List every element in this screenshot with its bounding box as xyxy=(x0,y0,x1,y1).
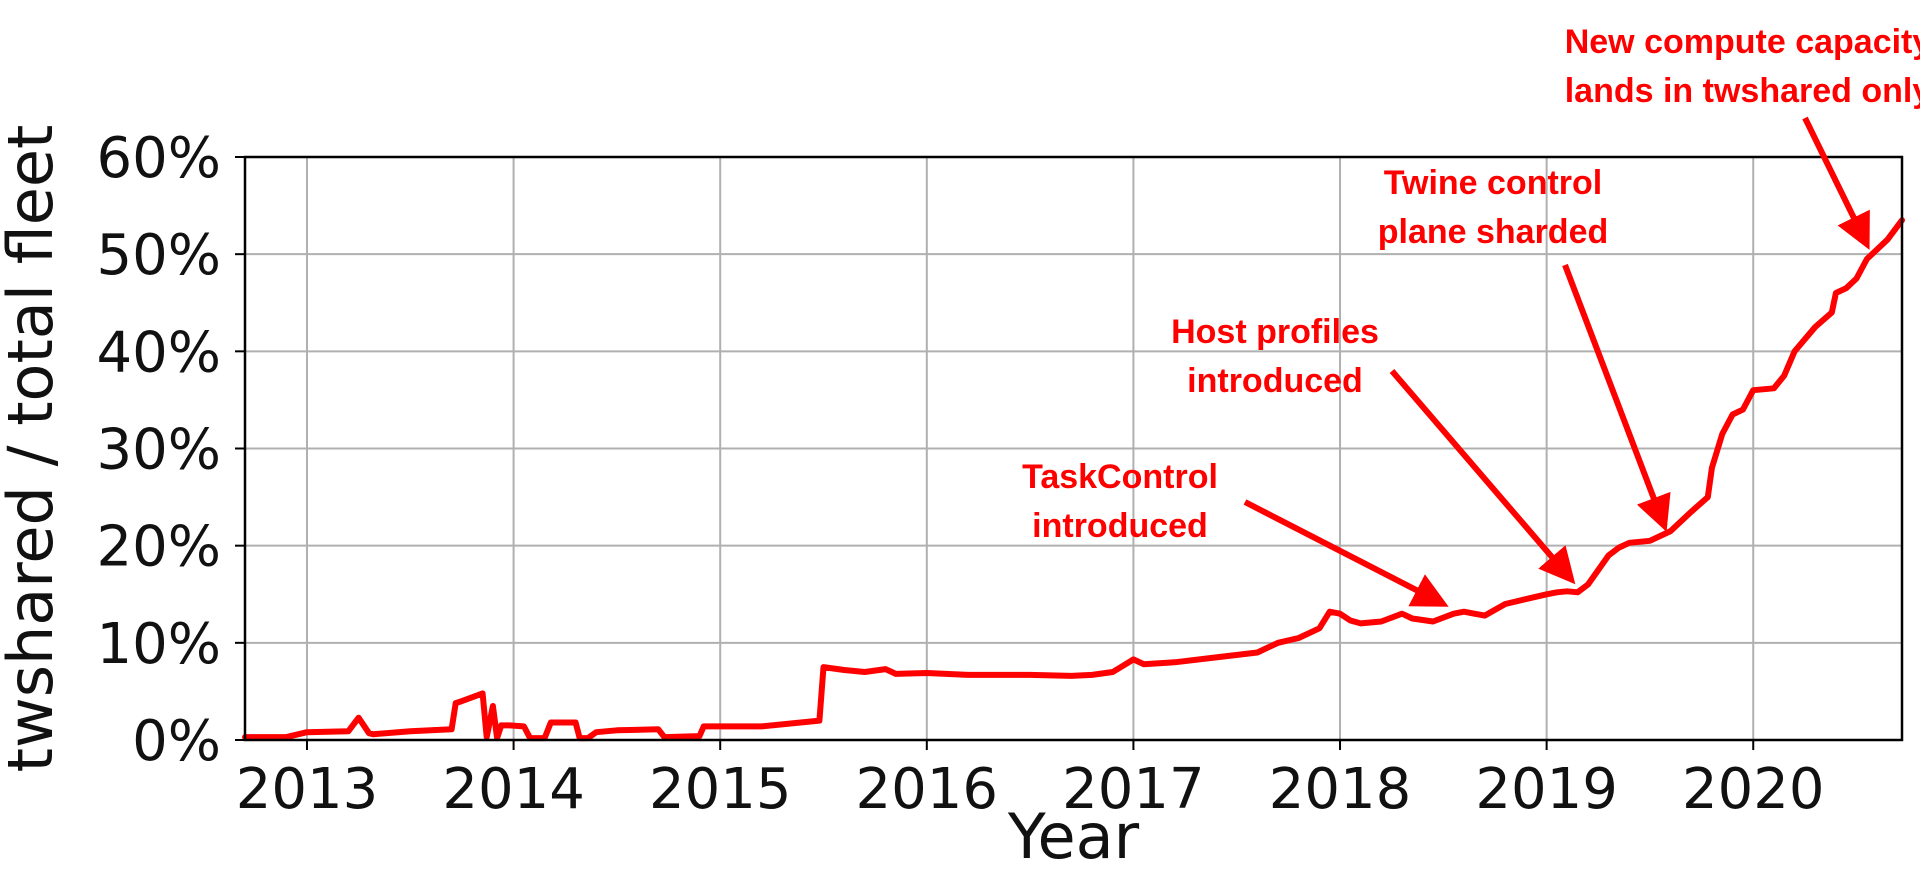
x-tick-label: 2016 xyxy=(856,757,999,822)
annotation-label: introduced xyxy=(1187,362,1363,400)
annotation-label: lands in twshared only xyxy=(1565,72,1920,110)
annotation-label: New compute capacity xyxy=(1565,23,1920,61)
y-tick-label: 0% xyxy=(132,709,221,774)
x-tick-label: 2017 xyxy=(1062,757,1205,822)
annotation-arrow xyxy=(1562,263,1671,532)
y-tick-label: 10% xyxy=(97,612,221,677)
annotation-arrow xyxy=(1802,116,1870,250)
x-tick-label: 2013 xyxy=(236,757,379,822)
x-tick-label: 2020 xyxy=(1682,757,1825,822)
annotation-label: Host profiles xyxy=(1171,313,1379,351)
y-tick-label: 20% xyxy=(97,515,221,580)
x-tick-label: 2015 xyxy=(649,757,792,822)
y-tick-label: 60% xyxy=(97,126,221,191)
y-tick-label: 50% xyxy=(97,223,221,288)
y-axis-title: twshared / total fleet xyxy=(0,125,67,773)
annotation-label: plane sharded xyxy=(1378,213,1609,251)
y-tick-label: 40% xyxy=(97,320,221,385)
annotation-arrow xyxy=(1243,499,1449,607)
annotation-label: TaskControl xyxy=(1022,458,1218,496)
y-tick-label: 30% xyxy=(97,418,221,483)
annotation-label: Twine control xyxy=(1384,164,1602,202)
x-tick-label: 2019 xyxy=(1475,757,1618,822)
x-tick-label: 2014 xyxy=(442,757,585,822)
x-tick-label: 2018 xyxy=(1269,757,1412,822)
annotation-arrow xyxy=(1389,369,1576,585)
series-line xyxy=(242,217,1905,742)
x-axis-title: Year xyxy=(1007,800,1140,873)
annotation-label: introduced xyxy=(1032,507,1208,545)
